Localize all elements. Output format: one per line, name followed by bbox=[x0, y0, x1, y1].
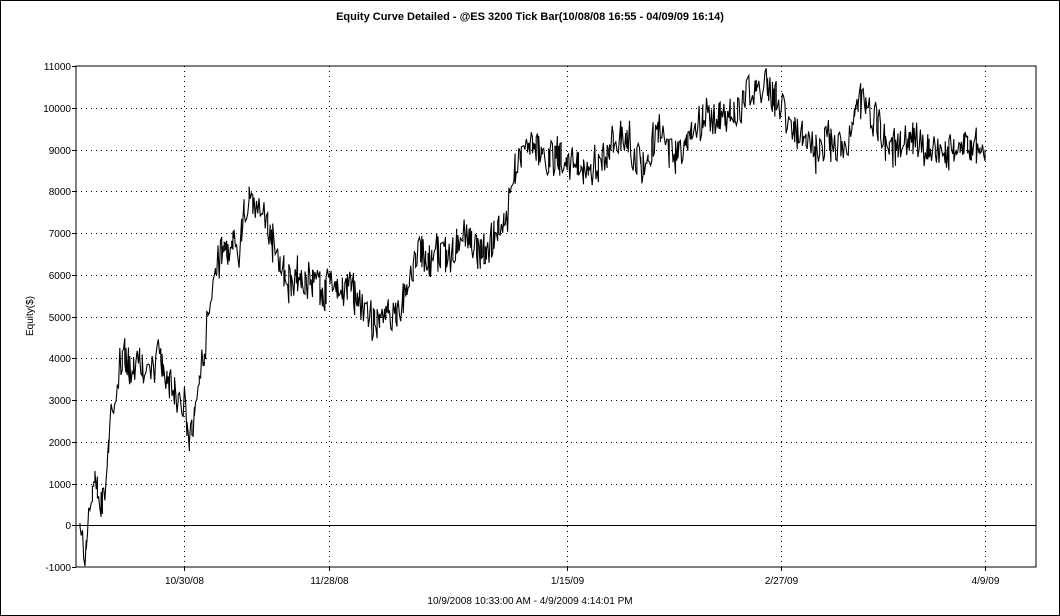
y-tick-label: 6000 bbox=[49, 271, 72, 282]
grid-layer bbox=[76, 66, 1036, 567]
y-tick-label: -1000 bbox=[45, 563, 71, 574]
x-tick-label: 4/9/09 bbox=[972, 576, 1000, 587]
y-axis-label: Equity($) bbox=[25, 296, 36, 336]
y-tick-label: 8000 bbox=[49, 187, 72, 198]
y-tick-label: 10000 bbox=[43, 104, 71, 115]
y-tick-label: 7000 bbox=[49, 229, 72, 240]
y-tick-label: 1000 bbox=[49, 480, 72, 491]
chart-title: Equity Curve Detailed - @ES 3200 Tick Ba… bbox=[336, 11, 724, 23]
y-tick-label: 0 bbox=[65, 521, 71, 532]
y-tick-label: 2000 bbox=[49, 438, 72, 449]
x-tick-label: 1/15/09 bbox=[551, 576, 585, 587]
x-tick-label: 11/28/08 bbox=[310, 576, 349, 587]
y-tick-label: 4000 bbox=[49, 354, 72, 365]
y-tick-label: 3000 bbox=[49, 396, 72, 407]
series-layer bbox=[79, 68, 986, 567]
plot-area-border bbox=[75, 65, 1037, 568]
x-axis-label: 10/9/2008 10:33:00 AM - 4/9/2009 4:14:01… bbox=[427, 596, 633, 607]
axis-layer: -1000 0 1000 2000 3000 4000 5000 6000 7000 8000 90… bbox=[43, 62, 1037, 587]
equity-line bbox=[79, 68, 986, 567]
x-tick-label: 10/30/08 bbox=[165, 576, 204, 587]
y-tick-label: 9000 bbox=[49, 146, 72, 157]
y-tick-label: 11000 bbox=[44, 62, 72, 73]
x-tick-label: 2/27/09 bbox=[765, 576, 799, 587]
y-tick-label: 5000 bbox=[49, 313, 72, 324]
